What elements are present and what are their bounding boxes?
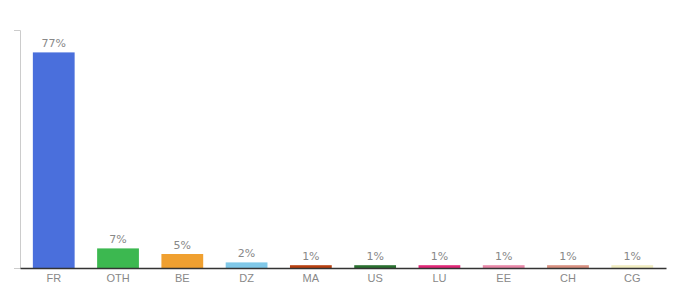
x-tick: FR [46, 268, 61, 284]
x-tick-label: OTH [106, 272, 129, 284]
x-tick-label: LU [432, 272, 446, 284]
x-tick-label: DZ [239, 272, 254, 284]
plot: FR OTH BE DZ MA US LU EE CH CG 77% 7% 5% 2% 1% 1% 1% 1% 1%… [14, 31, 667, 284]
x-tick-label: US [367, 272, 382, 284]
x-axis: FR OTH BE DZ MA US LU EE CH CG [21, 268, 667, 284]
bar [419, 265, 461, 268]
data-label: 77% [42, 37, 66, 50]
x-tick: BE [175, 268, 190, 284]
data-label: 1% [559, 250, 576, 263]
y-axis-line [14, 31, 21, 269]
x-tick-label: CH [560, 272, 576, 284]
data-label: 2% [238, 247, 255, 260]
x-tick: LU [432, 268, 446, 284]
x-tick-label: EE [496, 272, 511, 284]
bars [33, 52, 653, 268]
data-label: 1% [495, 250, 512, 263]
x-tick-label: BE [175, 272, 190, 284]
x-tick: CG [624, 268, 641, 284]
data-label: 7% [109, 233, 126, 246]
bar [290, 265, 332, 268]
x-tick: CH [560, 268, 576, 284]
data-label: 1% [624, 250, 641, 263]
x-tick-label: MA [303, 272, 320, 284]
bar [161, 254, 203, 268]
x-tick: EE [496, 268, 511, 284]
bar [547, 265, 589, 268]
chart: FR OTH BE DZ MA US LU EE CH CG 77% 7% 5% 2% 1% 1% 1% 1% 1%… [0, 0, 680, 300]
x-tick-label: CG [624, 272, 641, 284]
x-tick: US [367, 268, 382, 284]
x-tick: DZ [239, 268, 254, 284]
y-axis [14, 31, 21, 269]
data-labels: 77% 7% 5% 2% 1% 1% 1% 1% 1% 1% [42, 37, 641, 263]
bar [97, 248, 139, 268]
x-tick: MA [303, 268, 320, 284]
data-label: 1% [366, 250, 383, 263]
data-label: 5% [174, 239, 191, 252]
data-label: 1% [431, 250, 448, 263]
bar [611, 265, 653, 268]
data-label: 1% [302, 250, 319, 263]
x-tick-label: FR [46, 272, 61, 284]
bar [483, 265, 525, 268]
x-tick: OTH [106, 268, 129, 284]
x-axis-line [21, 268, 667, 270]
bar [354, 265, 396, 268]
bar [33, 52, 75, 268]
bar [226, 262, 268, 268]
